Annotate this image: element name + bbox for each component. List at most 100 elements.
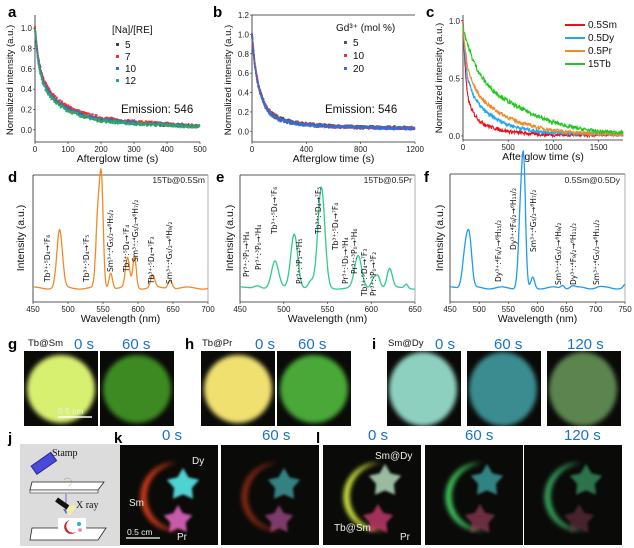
star — [264, 505, 294, 533]
data-point — [88, 116, 91, 119]
data-point — [109, 118, 112, 121]
panel-label-l: l — [316, 430, 320, 447]
data-point — [196, 124, 199, 127]
photo-row-k — [120, 445, 319, 545]
data-point — [52, 96, 55, 99]
transition-annotation: Pr³⁺:¹D₂→³H₄ — [341, 237, 350, 284]
data-point — [273, 113, 276, 116]
legend-entry: 20 — [353, 64, 365, 75]
data-point — [281, 116, 284, 119]
data-point — [396, 126, 399, 128]
x-tick-label: 650 — [560, 305, 574, 314]
data-point — [300, 122, 302, 125]
data-point — [116, 122, 119, 125]
panel-label-c: c — [426, 4, 434, 21]
data-point — [268, 112, 271, 115]
y-tick-label: 0.0 — [238, 127, 250, 136]
data-point — [261, 96, 264, 99]
data-point — [356, 127, 358, 130]
data-point — [128, 123, 131, 126]
data-point — [112, 120, 115, 123]
legend-marker — [116, 79, 119, 82]
y-axis-title: Normalized intensity (a.u.) — [223, 25, 234, 135]
data-point — [70, 108, 73, 110]
data-point — [127, 122, 130, 125]
data-point — [181, 123, 184, 126]
data-point — [66, 110, 69, 113]
data-point — [259, 93, 262, 96]
data-point — [289, 122, 292, 125]
data-point — [279, 116, 282, 119]
legend-entry: 5 — [353, 38, 359, 49]
photo-row-ghi — [24, 351, 621, 426]
time-label-i-0: 0 s — [435, 336, 455, 353]
data-point — [37, 58, 39, 61]
photo-k-1 — [221, 445, 319, 545]
data-point — [152, 123, 155, 126]
data-point — [301, 121, 303, 124]
data-point — [319, 125, 321, 128]
data-point — [378, 126, 381, 129]
data-point — [309, 123, 312, 125]
data-point — [116, 119, 119, 122]
data-point — [408, 127, 411, 130]
data-point — [251, 42, 254, 44]
data-point — [340, 125, 343, 127]
transition-annotation: Sm³⁺:⁴G₅/₂→⁶H₅/₂ — [106, 210, 115, 272]
data-point — [50, 96, 53, 99]
data-point — [39, 69, 42, 72]
data-point — [386, 125, 389, 128]
data-point — [34, 31, 37, 34]
data-point — [78, 112, 81, 115]
data-point — [121, 120, 123, 123]
legend-title-a: [Na]/[RE] — [112, 25, 153, 36]
star-blue-icon — [77, 522, 81, 526]
y-tick-label: 0.2 — [21, 105, 33, 114]
panel-label-b: b — [213, 4, 222, 21]
transition-annotation: Tb³⁺:⁵D₄→⁷F₃ — [147, 237, 156, 285]
data-point — [273, 114, 276, 117]
data-point — [409, 128, 412, 131]
data-point — [34, 33, 37, 35]
data-point — [83, 117, 86, 119]
transition-annotation: Tb³⁺:⁵D₄→⁷F₄ — [122, 225, 131, 273]
charts: 0 100 200 300 400 5000.00.20.40.60.81.0Afterg… — [5, 11, 632, 325]
data-point — [76, 110, 79, 113]
star — [470, 464, 504, 495]
data-point — [47, 86, 50, 89]
pattern-card — [58, 518, 86, 534]
data-point — [63, 104, 66, 107]
photo-l-1 — [425, 445, 523, 545]
transition-annotation: Sm³⁺:⁴G₅/₂→⁶H₉/₂ — [165, 222, 174, 284]
legend-entry: 10 — [353, 51, 365, 62]
x-tick-label: 1200 — [406, 145, 424, 154]
photo-content — [544, 462, 603, 533]
data-point — [50, 92, 53, 95]
x-tick-label: 650 — [166, 305, 180, 314]
data-point — [293, 121, 296, 124]
data-point — [287, 120, 289, 123]
spectrum-line — [240, 186, 415, 290]
transition-annotation: Dy³⁺:⁴F₉/₂→⁶H₁₁/₂ — [569, 223, 578, 285]
data-point — [382, 127, 385, 130]
legend-entry: 5 — [125, 40, 131, 51]
star — [563, 504, 595, 533]
data-point — [146, 124, 149, 127]
crescent-icon — [64, 520, 76, 534]
data-point — [373, 126, 375, 128]
data-point — [254, 66, 256, 69]
data-point — [101, 121, 103, 124]
transition-annotation: Pr³⁺:³P₀→³H₆ — [350, 229, 359, 274]
photo-k-0 — [120, 445, 218, 545]
data-point — [258, 87, 261, 90]
data-point — [285, 119, 288, 122]
data-point — [255, 70, 257, 73]
photo-content — [549, 352, 617, 426]
data-point — [413, 126, 416, 129]
data-point — [152, 121, 155, 124]
star — [362, 504, 394, 533]
data-point — [255, 78, 258, 81]
star — [166, 468, 200, 499]
data-point — [351, 125, 354, 127]
